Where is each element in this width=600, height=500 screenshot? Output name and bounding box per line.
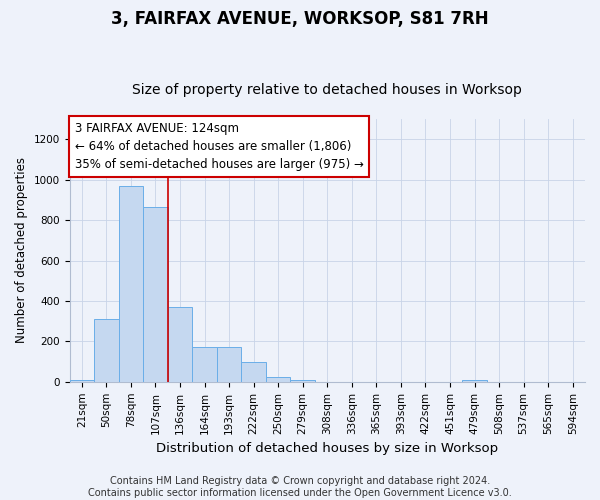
Y-axis label: Number of detached properties: Number of detached properties [15, 158, 28, 344]
Bar [143, 207, 168, 382]
Title: Size of property relative to detached houses in Worksop: Size of property relative to detached ho… [133, 83, 522, 97]
Text: 3, FAIRFAX AVENUE, WORKSOP, S81 7RH: 3, FAIRFAX AVENUE, WORKSOP, S81 7RH [111, 10, 489, 28]
Bar [266, 377, 290, 382]
Bar [241, 362, 266, 382]
Bar [168, 307, 192, 382]
Bar [217, 348, 241, 382]
Bar [462, 380, 487, 382]
Bar [192, 348, 217, 382]
Bar [119, 186, 143, 382]
X-axis label: Distribution of detached houses by size in Worksop: Distribution of detached houses by size … [156, 442, 499, 455]
Text: 3 FAIRFAX AVENUE: 124sqm
← 64% of detached houses are smaller (1,806)
35% of sem: 3 FAIRFAX AVENUE: 124sqm ← 64% of detach… [74, 122, 364, 170]
Text: Contains HM Land Registry data © Crown copyright and database right 2024.
Contai: Contains HM Land Registry data © Crown c… [88, 476, 512, 498]
Bar [94, 319, 119, 382]
Bar [290, 380, 315, 382]
Bar [70, 380, 94, 382]
